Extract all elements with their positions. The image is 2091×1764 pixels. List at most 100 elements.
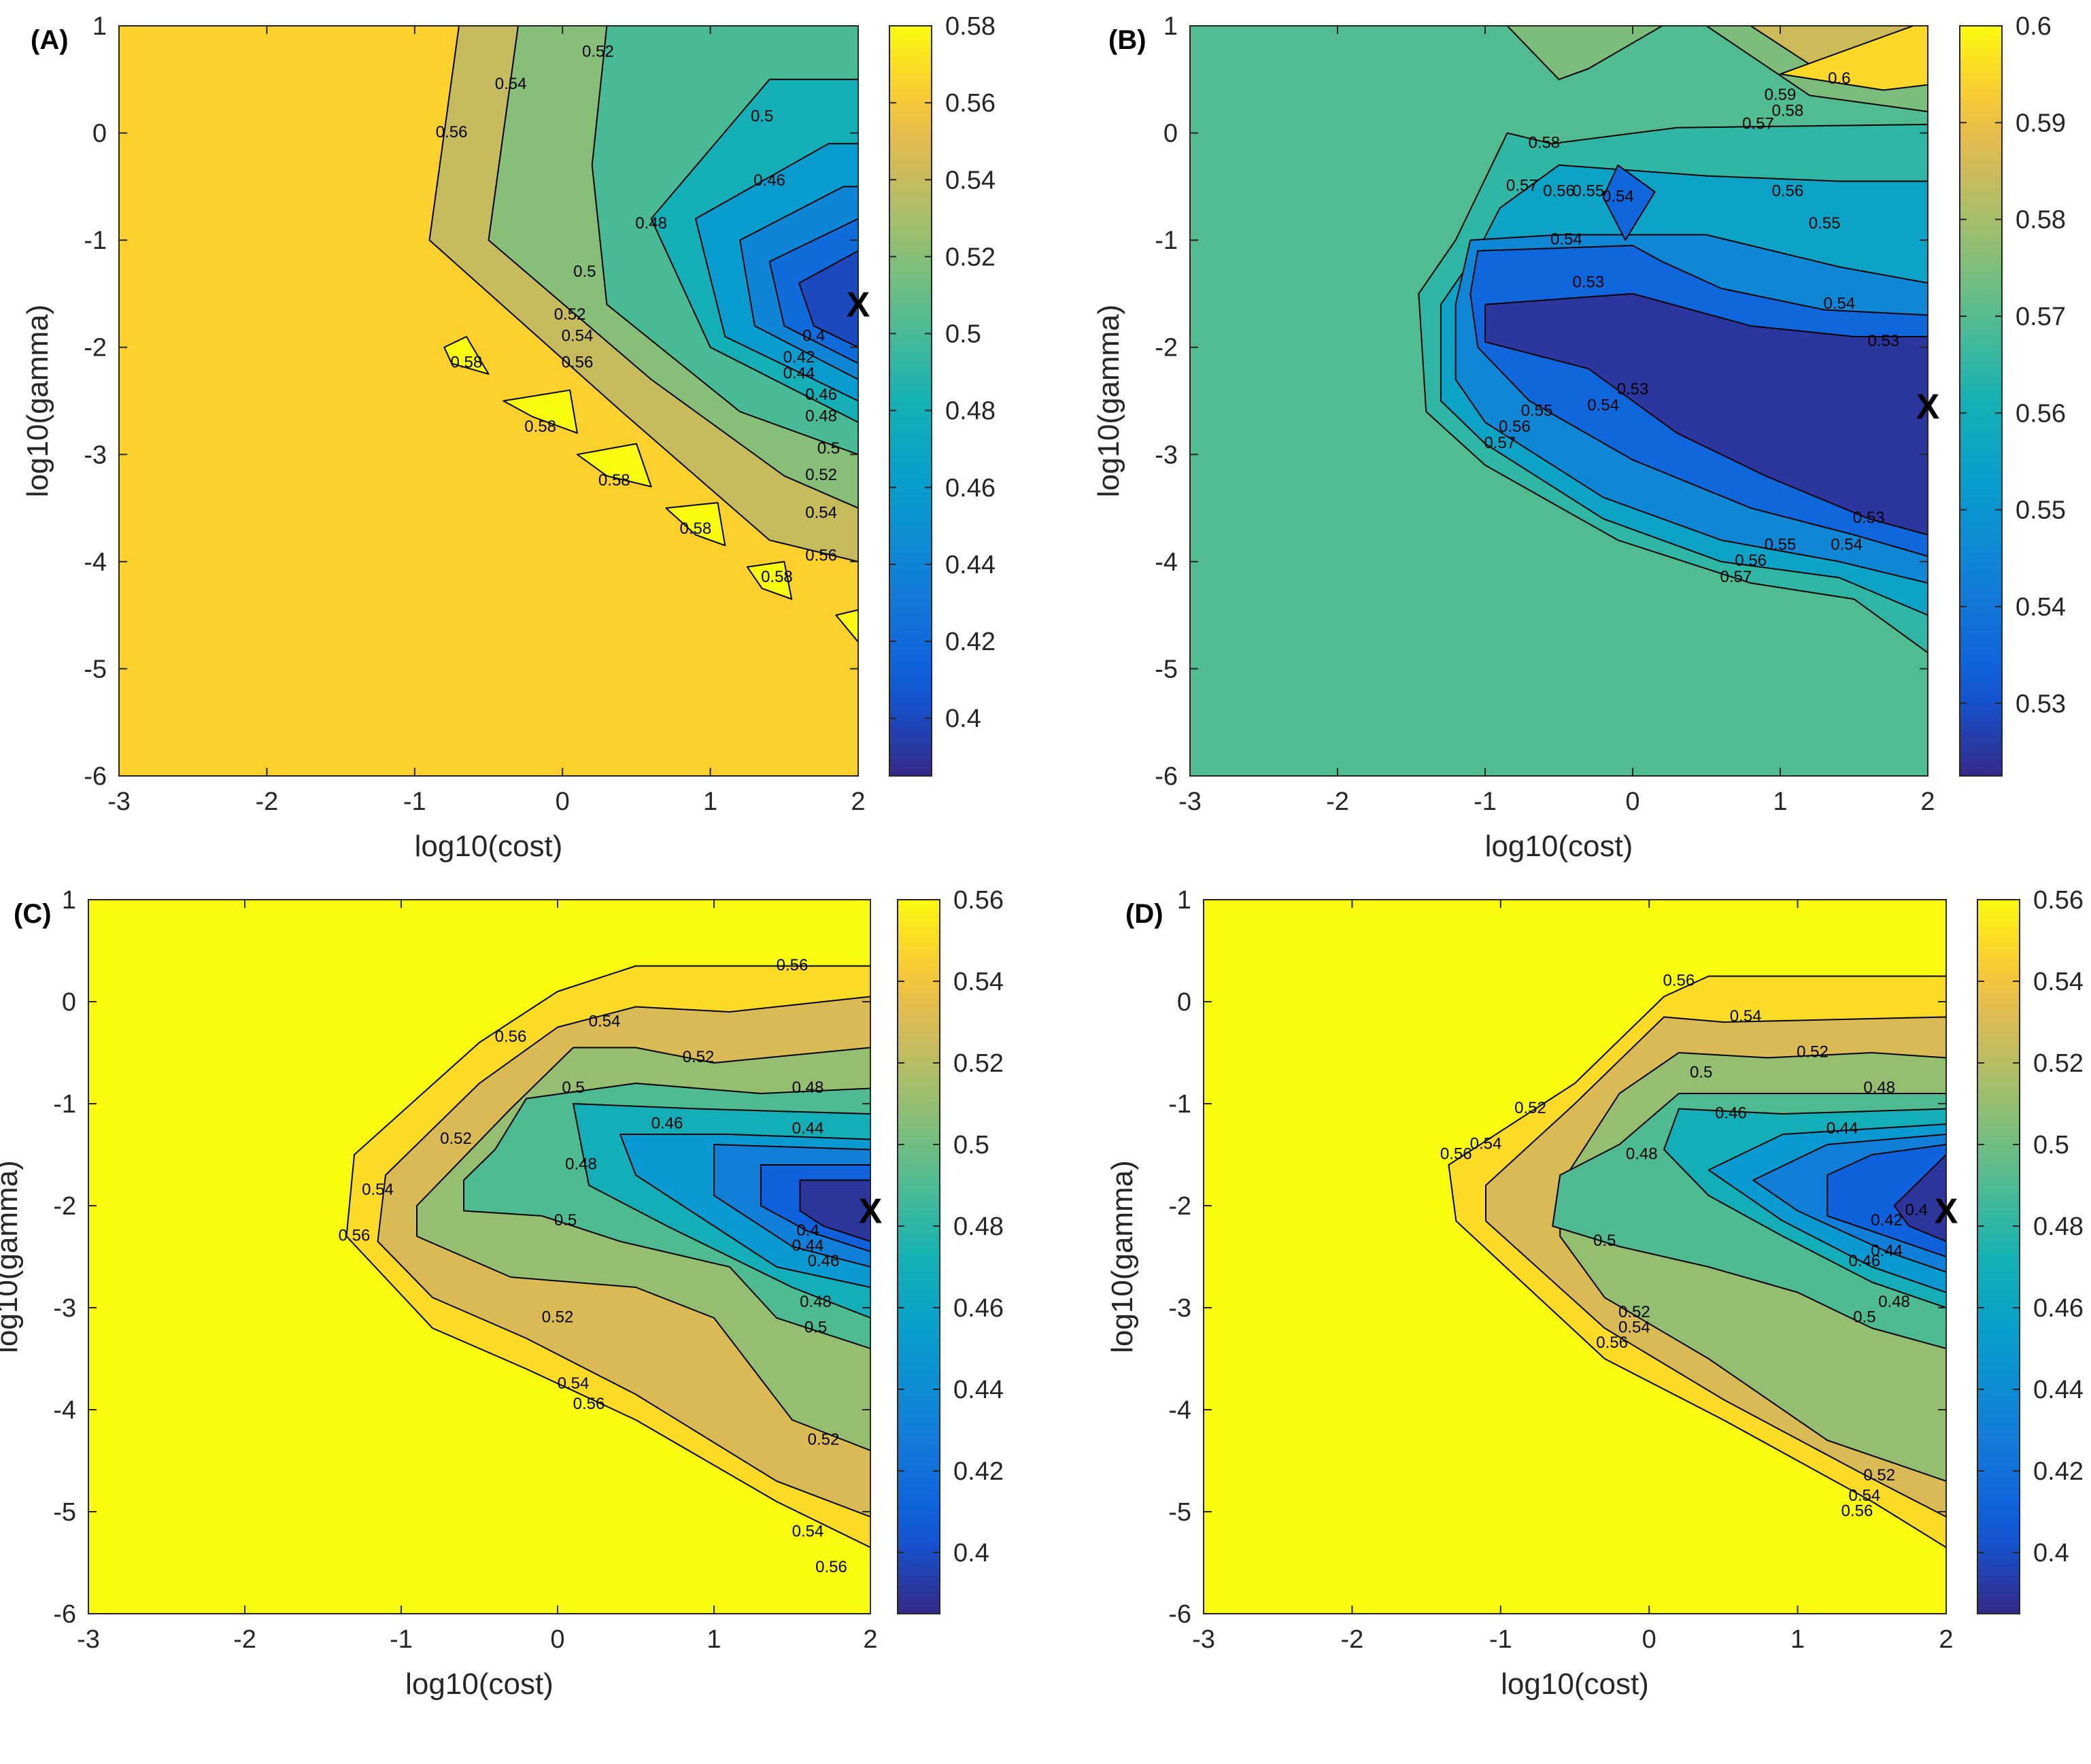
- contour-label: 0.55: [1573, 182, 1605, 201]
- colorbar-tick-label: 0.48: [945, 397, 996, 426]
- x-tick-label: 1: [707, 1625, 721, 1654]
- contour-label: 0.55: [1521, 402, 1553, 420]
- contour-label: 0.44: [1871, 1242, 1903, 1260]
- x-tick-label: 0: [1642, 1625, 1656, 1654]
- contour-label: 0.52: [805, 466, 837, 484]
- contour-island: [576, 443, 652, 488]
- contour-label: 0.54: [1550, 230, 1582, 248]
- y-tick-label: -2: [84, 334, 107, 362]
- contour-label: 0.54: [1587, 396, 1619, 415]
- x-axis-title: log10(cost): [415, 830, 563, 863]
- contour-label: 0.52: [808, 1430, 840, 1448]
- contour-fills: [428, 26, 858, 643]
- y-tick-label: -3: [1168, 1294, 1191, 1323]
- contour-label: 0.5: [554, 1211, 577, 1229]
- contour-label: 0.4: [796, 1221, 819, 1240]
- y-tick-label: -3: [53, 1294, 76, 1323]
- y-axis-title: log10(gamma): [1106, 1160, 1139, 1353]
- contour-label: 0.42: [783, 348, 815, 367]
- contour-label: 0.52: [683, 1048, 715, 1066]
- x-tick-label: 0: [550, 1625, 564, 1654]
- contour-label: 0.56: [1440, 1144, 1472, 1163]
- y-tick-label: 0: [62, 988, 76, 1017]
- contour-label: 0.54: [495, 75, 527, 93]
- contour-label: 0.54: [1470, 1134, 1502, 1153]
- contour-label: 0.52: [542, 1308, 574, 1326]
- contour-label: 0.54: [805, 503, 837, 522]
- contour-label: 0.56: [805, 546, 837, 564]
- contour-label: 0.46: [808, 1252, 840, 1270]
- contour-label: 0.52: [554, 305, 586, 324]
- contour-label: 0.48: [635, 214, 667, 233]
- contour-label: 0.42: [1871, 1211, 1903, 1229]
- contour-label: 0.57: [1720, 568, 1752, 586]
- colorbar-tick-label: 0.46: [953, 1294, 1004, 1323]
- contour-label: 0.56: [1735, 552, 1767, 570]
- colorbar-tick-label: 0.42: [953, 1457, 1004, 1486]
- x-tick-label: 2: [851, 787, 865, 816]
- contour-label: 0.5: [1853, 1308, 1875, 1326]
- contour-label: 0.56: [495, 1028, 527, 1046]
- colorbar-tick-label: 0.56: [953, 886, 1004, 915]
- contour-label: 0.5: [1593, 1232, 1616, 1250]
- colorbar-tick-label: 0.5: [945, 320, 981, 349]
- contour-fills: [1418, 26, 1928, 654]
- colorbar-tick-label: 0.56: [2033, 886, 2084, 915]
- y-tick-label: 1: [1163, 12, 1178, 41]
- y-tick-label: 0: [1177, 988, 1191, 1017]
- y-tick-label: -1: [1155, 226, 1178, 255]
- contour-region: [1506, 26, 1663, 80]
- contour-label: 0.5: [1690, 1063, 1712, 1081]
- x-tick-label: 2: [1920, 787, 1935, 816]
- contour-label: 0.58: [451, 354, 483, 372]
- colorbar-tick-label: 0.55: [2016, 496, 2066, 525]
- x-tick-label: -1: [390, 1625, 413, 1654]
- y-tick-label: -6: [1155, 762, 1178, 791]
- contour-region: [1780, 26, 1928, 91]
- y-tick-label: 1: [92, 12, 107, 41]
- contour-label: 0.46: [1715, 1104, 1747, 1122]
- colorbar-tick-label: 0.56: [2016, 399, 2066, 428]
- x-tick-label: -2: [256, 787, 279, 816]
- contour-label: 0.56: [777, 956, 809, 974]
- contour-label: 0.58: [1771, 101, 1803, 120]
- y-axis-title: log10(gamma): [1092, 305, 1125, 498]
- contour-label: 0.46: [1849, 1252, 1881, 1270]
- panel-label: (B): [1108, 25, 1146, 55]
- contour-label: 0.55: [1765, 536, 1797, 554]
- y-tick-label: -6: [53, 1600, 76, 1629]
- x-tick-label: -3: [107, 787, 131, 816]
- y-tick-label: -6: [1168, 1600, 1191, 1629]
- contour-label: 0.55: [1809, 214, 1841, 233]
- x-tick-label: -1: [1489, 1625, 1512, 1654]
- contour-label: 0.52: [1797, 1042, 1829, 1061]
- optimum-marker: X: [859, 1192, 883, 1232]
- contour-label: 0.44: [792, 1119, 824, 1138]
- contour-label: 0.48: [565, 1155, 597, 1173]
- contour-label: 0.52: [582, 43, 614, 61]
- y-tick-label: 1: [62, 886, 76, 915]
- colorbar-tick-label: 0.5: [953, 1131, 989, 1159]
- x-tick-label: -3: [77, 1625, 100, 1654]
- x-tick-label: 1: [1773, 787, 1787, 816]
- contour-label: 0.56: [1663, 971, 1695, 989]
- x-tick-label: -1: [403, 787, 426, 816]
- axes-frame: [88, 899, 871, 1614]
- colorbar-tick-label: 0.59: [2016, 109, 2066, 137]
- axes-frame: [118, 25, 859, 777]
- contour-label: 0.5: [562, 1079, 584, 1097]
- contour-label: 0.46: [805, 386, 837, 404]
- contour-label: 0.54: [562, 326, 594, 345]
- panel-d: 0.560.540.520.50.480.460.440.520.540.56 0…: [1106, 886, 2084, 1701]
- colorbar-tick-label: 0.46: [2033, 1294, 2084, 1323]
- colorbar: [1977, 899, 2020, 1614]
- contour-label: 0.5: [817, 439, 840, 458]
- x-tick-label: -3: [1178, 787, 1202, 816]
- contour-label: 0.56: [436, 123, 468, 141]
- colorbar-tick-label: 0.44: [945, 551, 996, 579]
- contour-label: 0.48: [1878, 1293, 1910, 1311]
- contour-label: 0.48: [800, 1293, 832, 1311]
- panel-c: 0.560.560.540.520.5 0.480.46 0.440.520.480…: [0, 886, 1004, 1701]
- y-tick-label: -6: [84, 762, 107, 791]
- contour-region: [1602, 164, 1656, 241]
